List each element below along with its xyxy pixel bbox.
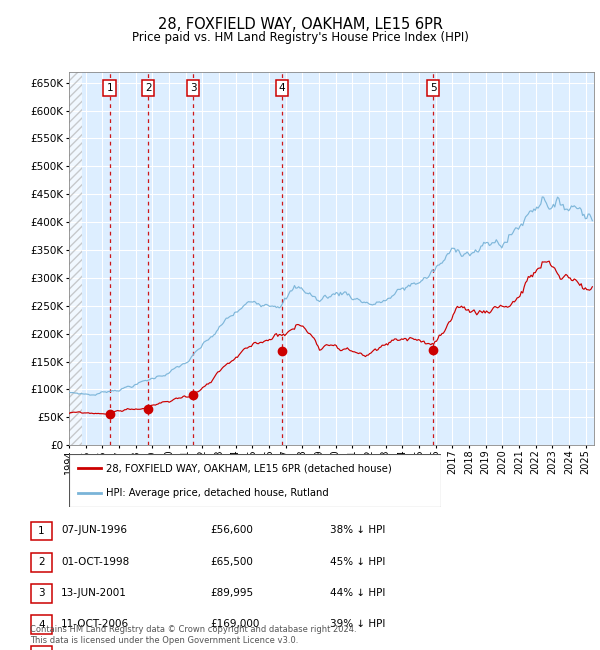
FancyBboxPatch shape (31, 522, 52, 540)
Text: 07-JUN-1996: 07-JUN-1996 (61, 525, 127, 536)
Text: £169,000: £169,000 (210, 619, 259, 629)
FancyBboxPatch shape (31, 616, 52, 634)
Text: 3: 3 (190, 83, 196, 94)
Text: £56,600: £56,600 (210, 525, 253, 536)
Text: 1: 1 (38, 526, 45, 536)
Text: HPI: Average price, detached house, Rutland: HPI: Average price, detached house, Rutl… (106, 488, 329, 498)
Text: 2: 2 (38, 557, 45, 567)
Text: 11-OCT-2006: 11-OCT-2006 (61, 619, 130, 629)
FancyBboxPatch shape (69, 454, 441, 507)
Text: 5: 5 (430, 83, 436, 94)
Text: 39% ↓ HPI: 39% ↓ HPI (330, 619, 385, 629)
Text: £89,995: £89,995 (210, 588, 253, 598)
FancyBboxPatch shape (31, 553, 52, 571)
Text: 45% ↓ HPI: 45% ↓ HPI (330, 556, 385, 567)
Text: 4: 4 (38, 619, 45, 630)
Text: 28, FOXFIELD WAY, OAKHAM, LE15 6PR: 28, FOXFIELD WAY, OAKHAM, LE15 6PR (157, 17, 443, 32)
Text: 4: 4 (278, 83, 286, 94)
Polygon shape (69, 72, 82, 445)
FancyBboxPatch shape (31, 584, 52, 603)
Text: 1: 1 (106, 83, 113, 94)
Text: 13-JUN-2001: 13-JUN-2001 (61, 588, 127, 598)
FancyBboxPatch shape (31, 647, 52, 650)
Text: 01-OCT-1998: 01-OCT-1998 (61, 556, 130, 567)
Text: 38% ↓ HPI: 38% ↓ HPI (330, 525, 385, 536)
Text: 3: 3 (38, 588, 45, 599)
Text: 2: 2 (145, 83, 151, 94)
Text: Contains HM Land Registry data © Crown copyright and database right 2024.
This d: Contains HM Land Registry data © Crown c… (30, 625, 356, 645)
Text: Price paid vs. HM Land Registry's House Price Index (HPI): Price paid vs. HM Land Registry's House … (131, 31, 469, 44)
Text: 44% ↓ HPI: 44% ↓ HPI (330, 588, 385, 598)
Text: £65,500: £65,500 (210, 556, 253, 567)
Text: 28, FOXFIELD WAY, OAKHAM, LE15 6PR (detached house): 28, FOXFIELD WAY, OAKHAM, LE15 6PR (deta… (106, 463, 392, 473)
